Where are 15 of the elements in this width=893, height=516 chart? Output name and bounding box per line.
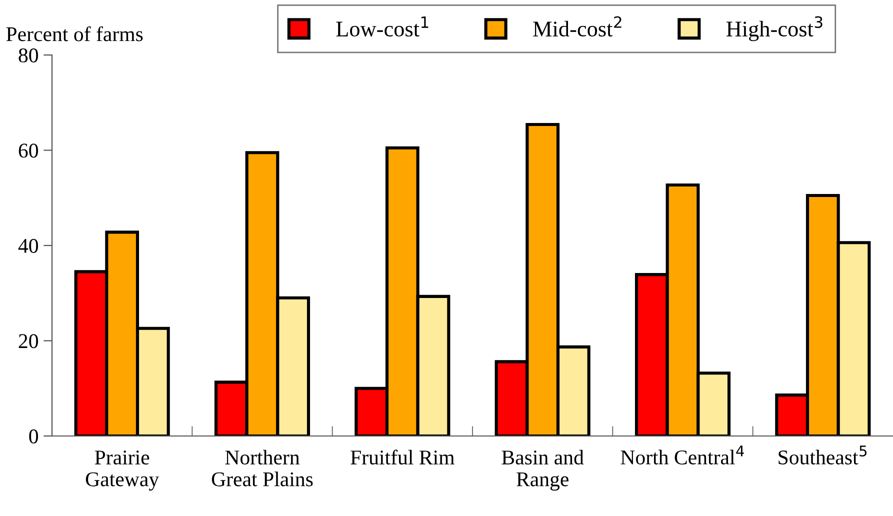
x-tick-label: Southeast$^{5}$ bbox=[778, 446, 867, 464]
x-tick-label: Prairie Gateway bbox=[86, 450, 160, 491]
y-tick-label: 80 bbox=[18, 48, 38, 62]
x-tick-label: North Central$^{4}$ bbox=[620, 446, 744, 464]
legend-label: Mid-cost$^{2}$ bbox=[533, 16, 622, 37]
x-tick-label: Basin and Range bbox=[502, 450, 584, 491]
y-tick-label: 60 bbox=[18, 144, 38, 158]
legend-label: High-cost$^{3}$ bbox=[726, 16, 822, 42]
y-tick-label: 0 bbox=[29, 429, 38, 444]
y-axis-title: Percent of farms bbox=[6, 26, 143, 42]
x-tick-label: Northern Great Plains bbox=[212, 450, 313, 486]
legend-label: Low-cost$^{1}$ bbox=[336, 16, 428, 37]
y-tick-label: 40 bbox=[18, 238, 38, 253]
y-tick-label: 20 bbox=[18, 334, 38, 348]
x-tick-label: Fruitful Rim bbox=[350, 450, 454, 465]
